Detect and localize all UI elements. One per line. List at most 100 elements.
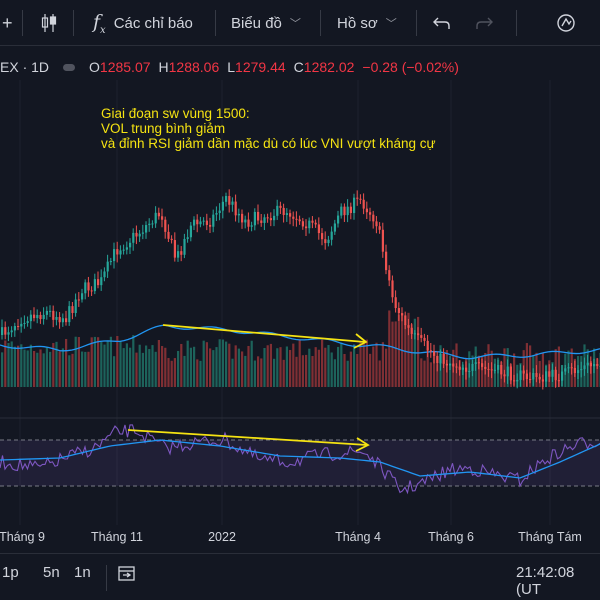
range-button[interactable]: 1p: [2, 564, 19, 581]
candle-body: [177, 251, 180, 258]
candle-body: [471, 363, 474, 371]
time-axis-label: 2022: [208, 530, 236, 544]
volume-bar: [407, 312, 410, 387]
candle-body: [68, 306, 71, 323]
undo-icon[interactable]: [433, 0, 451, 46]
volume-bar: [247, 345, 250, 387]
candle-body: [257, 211, 260, 221]
candle-body: [468, 370, 471, 372]
candle-body: [477, 362, 480, 364]
profile-button[interactable]: Hồ sơ ﹀: [337, 14, 397, 32]
candle-body: [93, 279, 96, 292]
volume-bar: [74, 336, 77, 387]
candle-body: [426, 340, 429, 351]
volume-bar: [417, 316, 420, 387]
candle-body: [55, 317, 58, 320]
candlestick-icon[interactable]: [40, 0, 58, 46]
volume-bar: [381, 342, 384, 387]
candle-body: [129, 242, 132, 248]
candle-body: [561, 371, 564, 381]
volume-bar: [116, 336, 119, 387]
volume-bar: [420, 358, 423, 387]
close-key: C: [293, 59, 304, 75]
candle-body: [269, 218, 272, 221]
replay-icon[interactable]: [556, 0, 576, 46]
price-chart[interactable]: [0, 77, 600, 526]
volume-bar: [391, 321, 394, 387]
volume-bar: [7, 343, 10, 387]
time-axis[interactable]: Tháng 9 Tháng 11 2022 Tháng 4 Tháng 6 Th…: [0, 526, 600, 550]
volume-bar: [250, 340, 253, 387]
candle-body: [234, 201, 237, 216]
volume-bar: [29, 344, 32, 387]
candle-body: [442, 353, 445, 364]
candle-body: [97, 279, 100, 286]
clock-readout[interactable]: 21:42:08 (UT: [516, 564, 575, 598]
candle-body: [228, 196, 231, 205]
candle-body: [13, 326, 16, 331]
volume-bar: [279, 347, 282, 387]
volume-bar: [177, 350, 180, 387]
candle-body: [445, 363, 448, 366]
volume-bar: [244, 355, 247, 387]
candle-body: [65, 318, 68, 323]
candle-body: [372, 214, 375, 222]
candle-body: [516, 379, 519, 382]
chart-annotation[interactable]: Giai đoạn sw vùng 1500: VOL trung bình g…: [101, 106, 436, 151]
candle-body: [180, 251, 183, 255]
candle-body: [324, 239, 327, 244]
volume-bar: [449, 364, 452, 387]
volume-bar: [589, 360, 592, 387]
range-button[interactable]: 1n: [74, 564, 91, 581]
volume-bar: [221, 339, 224, 387]
rsi-band: [0, 440, 600, 486]
candle-body: [522, 370, 525, 374]
candle-body: [388, 270, 391, 281]
layouts-button[interactable]: Biểu đồ ﹀: [231, 14, 301, 32]
candle-body: [381, 229, 384, 252]
candle-body: [458, 366, 461, 370]
candle-body: [337, 215, 340, 224]
volume-bar: [423, 360, 426, 387]
candle-body: [525, 373, 528, 379]
toolbar-separator: [320, 10, 321, 36]
volume-bar: [324, 347, 327, 387]
candle-body: [266, 217, 269, 219]
rsi-lines: [0, 424, 600, 495]
candle-body: [391, 280, 394, 298]
candle-body: [529, 378, 532, 380]
volume-bar: [282, 359, 285, 387]
add-symbol-button[interactable]: +: [2, 12, 13, 33]
volume-bar: [372, 346, 375, 387]
volume-bar: [161, 346, 164, 387]
volume-bar: [164, 347, 167, 387]
candle-body: [10, 330, 13, 333]
low-key: L: [227, 59, 236, 75]
volume-bar: [353, 344, 356, 387]
volume-bar: [388, 310, 391, 387]
high-key: H: [158, 59, 169, 75]
candle-body: [4, 327, 7, 335]
indicators-button[interactable]: fx Các chỉ báo: [93, 10, 193, 36]
candle-body: [586, 362, 589, 366]
candle-body: [417, 333, 420, 336]
volume-bar: [45, 347, 48, 387]
volume-bar: [461, 364, 464, 387]
candle-body: [503, 374, 506, 377]
candle-body: [455, 366, 458, 368]
volume-bar: [385, 348, 388, 387]
volume-bar: [199, 360, 202, 387]
candle-body: [545, 371, 548, 382]
redo-icon[interactable]: [475, 0, 493, 46]
date-range-icon[interactable]: [117, 563, 137, 587]
volume-bar: [141, 352, 144, 387]
volume-bar: [404, 324, 407, 387]
candle-body: [346, 206, 349, 216]
candle-body: [481, 363, 484, 367]
candle-body: [513, 380, 516, 382]
volume-bar: [138, 344, 141, 387]
symbol-label[interactable]: EX · 1D: [0, 59, 50, 75]
range-button[interactable]: 5n: [43, 564, 60, 581]
candle-body: [356, 197, 359, 199]
volume-bar: [525, 343, 528, 387]
